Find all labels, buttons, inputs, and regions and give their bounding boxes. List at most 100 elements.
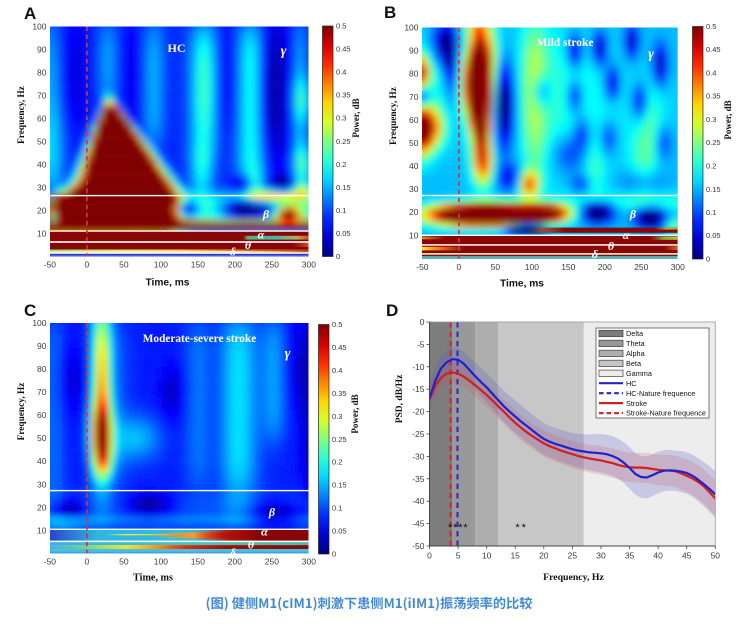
svg-text:50: 50 — [491, 262, 501, 272]
svg-text:70: 70 — [409, 92, 419, 102]
svg-text:200: 200 — [598, 262, 612, 272]
svg-text:*: * — [453, 522, 458, 534]
svg-text:*: * — [522, 522, 527, 534]
svg-text:-40: -40 — [412, 496, 425, 506]
svg-text:30: 30 — [37, 182, 47, 192]
svg-text:0.3: 0.3 — [706, 115, 716, 124]
svg-text:α: α — [258, 228, 265, 242]
svg-text:80: 80 — [37, 68, 47, 78]
svg-text:50: 50 — [37, 136, 47, 146]
svg-text:40: 40 — [37, 456, 47, 466]
svg-text:35: 35 — [625, 551, 635, 561]
svg-text:β: β — [268, 505, 276, 519]
svg-text:50: 50 — [37, 433, 47, 443]
svg-text:0.35: 0.35 — [336, 91, 351, 100]
svg-text:200: 200 — [228, 557, 242, 567]
svg-text:Moderate-severe stroke: Moderate-severe stroke — [143, 333, 256, 345]
svg-text:0.25: 0.25 — [336, 137, 351, 146]
svg-text:0: 0 — [85, 557, 90, 567]
svg-text:0.1: 0.1 — [332, 504, 342, 513]
svg-text:0.1: 0.1 — [336, 206, 346, 215]
svg-text:HC: HC — [168, 41, 186, 55]
svg-text:0.1: 0.1 — [706, 208, 716, 217]
svg-text:20: 20 — [37, 502, 47, 512]
svg-text:50: 50 — [119, 557, 129, 567]
svg-text:0.4: 0.4 — [706, 69, 716, 78]
svg-text:10: 10 — [37, 525, 47, 535]
svg-text:100: 100 — [154, 557, 168, 567]
svg-text:Frequency, Hz: Frequency, Hz — [389, 87, 399, 145]
svg-text:-50: -50 — [44, 557, 57, 567]
svg-text:PSD, dB/Hz: PSD, dB/Hz — [395, 374, 405, 423]
svg-text:Frequency, Hz: Frequency, Hz — [543, 572, 604, 583]
svg-text:45: 45 — [682, 551, 692, 561]
svg-text:-5: -5 — [417, 339, 425, 349]
svg-text:100: 100 — [404, 23, 418, 33]
svg-text:α: α — [261, 525, 268, 539]
svg-text:100: 100 — [32, 22, 46, 32]
svg-text:25: 25 — [568, 551, 578, 561]
svg-text:D: D — [386, 301, 398, 320]
svg-text:90: 90 — [37, 45, 47, 55]
svg-text:150: 150 — [191, 260, 205, 270]
svg-text:Power, dB: Power, dB — [723, 100, 733, 139]
svg-text:300: 300 — [302, 260, 316, 270]
svg-text:Time, ms: Time, ms — [500, 279, 544, 290]
svg-text:50: 50 — [711, 551, 721, 561]
svg-text:0.3: 0.3 — [332, 412, 342, 421]
svg-text:Power, dB: Power, dB — [351, 98, 361, 137]
svg-text:Time, ms: Time, ms — [146, 278, 190, 289]
svg-text:*: * — [448, 522, 453, 534]
svg-text:0.15: 0.15 — [706, 185, 721, 194]
svg-text:Theta: Theta — [626, 339, 646, 348]
svg-text:α: α — [623, 228, 630, 242]
svg-text:60: 60 — [409, 115, 419, 125]
svg-text:γ: γ — [281, 44, 287, 59]
svg-text:70: 70 — [37, 90, 47, 100]
svg-text:Gamma: Gamma — [626, 369, 653, 378]
svg-text:250: 250 — [265, 557, 279, 567]
svg-text:γ: γ — [285, 347, 291, 362]
svg-text:0: 0 — [85, 260, 90, 270]
svg-text:10: 10 — [37, 228, 47, 238]
svg-text:δ: δ — [230, 245, 236, 259]
svg-text:0.45: 0.45 — [336, 45, 351, 54]
svg-text:0: 0 — [336, 252, 340, 261]
svg-text:δ: δ — [230, 546, 236, 560]
svg-text:γ: γ — [648, 47, 654, 62]
svg-text:Mild stroke: Mild stroke — [537, 37, 594, 49]
svg-text:300: 300 — [302, 557, 316, 567]
svg-text:60: 60 — [37, 113, 47, 123]
svg-text:10: 10 — [409, 230, 419, 240]
svg-text:90: 90 — [409, 46, 419, 56]
svg-text:200: 200 — [228, 260, 242, 270]
svg-text:*: * — [463, 522, 468, 534]
svg-text:Stroke-Nature frequence: Stroke-Nature frequence — [626, 409, 706, 418]
svg-text:-50: -50 — [412, 541, 425, 551]
svg-text:Frequency, Hz: Frequency, Hz — [17, 383, 27, 441]
svg-text:Frequency, Hz: Frequency, Hz — [17, 86, 27, 144]
svg-text:0: 0 — [706, 255, 710, 264]
svg-text:90: 90 — [37, 341, 47, 351]
svg-text:250: 250 — [265, 260, 279, 270]
svg-text:10: 10 — [482, 551, 492, 561]
svg-text:-50: -50 — [44, 260, 57, 270]
svg-text:0.15: 0.15 — [332, 481, 347, 490]
svg-text:0.2: 0.2 — [336, 160, 346, 169]
svg-text:0.15: 0.15 — [336, 183, 351, 192]
svg-text:0.05: 0.05 — [332, 527, 347, 536]
svg-text:0.45: 0.45 — [706, 45, 721, 54]
svg-text:0.35: 0.35 — [332, 389, 347, 398]
svg-text:0.4: 0.4 — [332, 366, 342, 375]
svg-text:80: 80 — [409, 69, 419, 79]
svg-text:-45: -45 — [412, 519, 425, 529]
svg-text:30: 30 — [596, 551, 606, 561]
svg-text:0.5: 0.5 — [336, 22, 346, 31]
svg-text:0.5: 0.5 — [332, 320, 342, 329]
svg-text:Stroke: Stroke — [626, 399, 647, 408]
svg-text:100: 100 — [525, 262, 539, 272]
svg-text:100: 100 — [154, 260, 168, 270]
svg-text:Power, dB: Power, dB — [350, 394, 360, 433]
svg-text:0.4: 0.4 — [336, 68, 346, 77]
svg-text:0.25: 0.25 — [706, 138, 721, 147]
